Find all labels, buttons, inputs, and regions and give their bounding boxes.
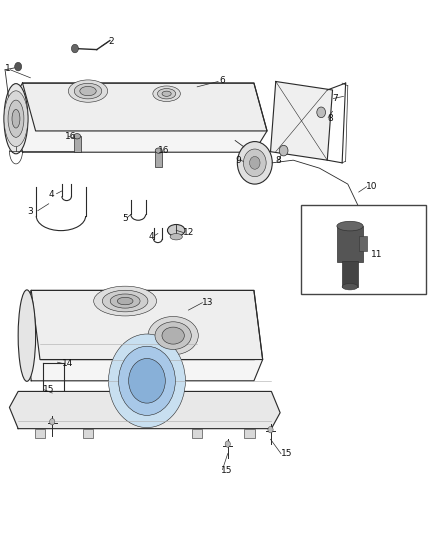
- Text: 15: 15: [281, 449, 293, 458]
- Ellipse shape: [155, 148, 162, 154]
- Text: 16: 16: [158, 146, 170, 155]
- Circle shape: [279, 146, 288, 156]
- Bar: [244, 429, 255, 438]
- Circle shape: [119, 346, 175, 415]
- Text: 4: 4: [148, 232, 154, 241]
- Ellipse shape: [4, 91, 28, 147]
- Circle shape: [14, 62, 21, 71]
- Ellipse shape: [4, 84, 28, 154]
- Bar: [301, 205, 426, 294]
- Bar: [155, 151, 162, 166]
- Bar: [192, 429, 202, 438]
- Ellipse shape: [337, 221, 363, 231]
- Text: 7: 7: [332, 94, 338, 103]
- Bar: [342, 261, 358, 287]
- Bar: [83, 429, 93, 438]
- Text: 15: 15: [221, 466, 233, 475]
- Polygon shape: [271, 82, 332, 160]
- Ellipse shape: [68, 80, 108, 102]
- Ellipse shape: [80, 86, 96, 96]
- Circle shape: [244, 149, 266, 176]
- Circle shape: [49, 418, 55, 425]
- Ellipse shape: [117, 297, 133, 305]
- Circle shape: [250, 157, 260, 169]
- Ellipse shape: [94, 286, 156, 316]
- Ellipse shape: [153, 86, 180, 101]
- Text: 2: 2: [109, 37, 114, 46]
- Text: 4: 4: [49, 190, 54, 199]
- Circle shape: [317, 107, 325, 118]
- Ellipse shape: [155, 322, 191, 350]
- Circle shape: [129, 359, 165, 403]
- Polygon shape: [22, 83, 267, 131]
- Text: 10: 10: [366, 182, 377, 191]
- Text: 8: 8: [275, 156, 281, 165]
- Text: 12: 12: [183, 228, 194, 237]
- Text: 11: 11: [371, 251, 382, 260]
- Text: 3: 3: [27, 207, 33, 216]
- Text: 8: 8: [327, 114, 333, 123]
- Ellipse shape: [157, 88, 176, 99]
- Circle shape: [237, 142, 272, 184]
- Ellipse shape: [342, 284, 358, 290]
- Circle shape: [109, 334, 185, 427]
- Text: 1: 1: [5, 64, 11, 73]
- Circle shape: [71, 44, 78, 53]
- Ellipse shape: [18, 290, 35, 381]
- Bar: [35, 429, 45, 438]
- Ellipse shape: [8, 100, 24, 138]
- Text: 16: 16: [65, 132, 77, 141]
- Ellipse shape: [167, 224, 185, 236]
- Text: 6: 6: [219, 76, 225, 85]
- Bar: [74, 136, 81, 152]
- Circle shape: [268, 426, 273, 433]
- Text: 15: 15: [42, 385, 54, 394]
- Text: 13: 13: [202, 298, 214, 307]
- Text: 9: 9: [236, 156, 241, 165]
- Polygon shape: [22, 290, 263, 381]
- Text: 5: 5: [122, 214, 128, 223]
- Circle shape: [225, 441, 230, 447]
- Ellipse shape: [148, 317, 198, 355]
- Ellipse shape: [74, 134, 81, 139]
- Ellipse shape: [162, 327, 184, 344]
- Polygon shape: [31, 290, 263, 360]
- Polygon shape: [10, 83, 267, 152]
- Polygon shape: [10, 391, 280, 429]
- Text: 14: 14: [62, 359, 73, 368]
- Ellipse shape: [110, 294, 140, 308]
- Ellipse shape: [102, 290, 148, 312]
- Ellipse shape: [12, 109, 20, 128]
- Bar: [337, 226, 363, 262]
- Bar: [359, 236, 367, 251]
- Ellipse shape: [170, 233, 182, 240]
- Ellipse shape: [162, 91, 171, 96]
- Ellipse shape: [74, 83, 102, 99]
- Circle shape: [335, 239, 343, 249]
